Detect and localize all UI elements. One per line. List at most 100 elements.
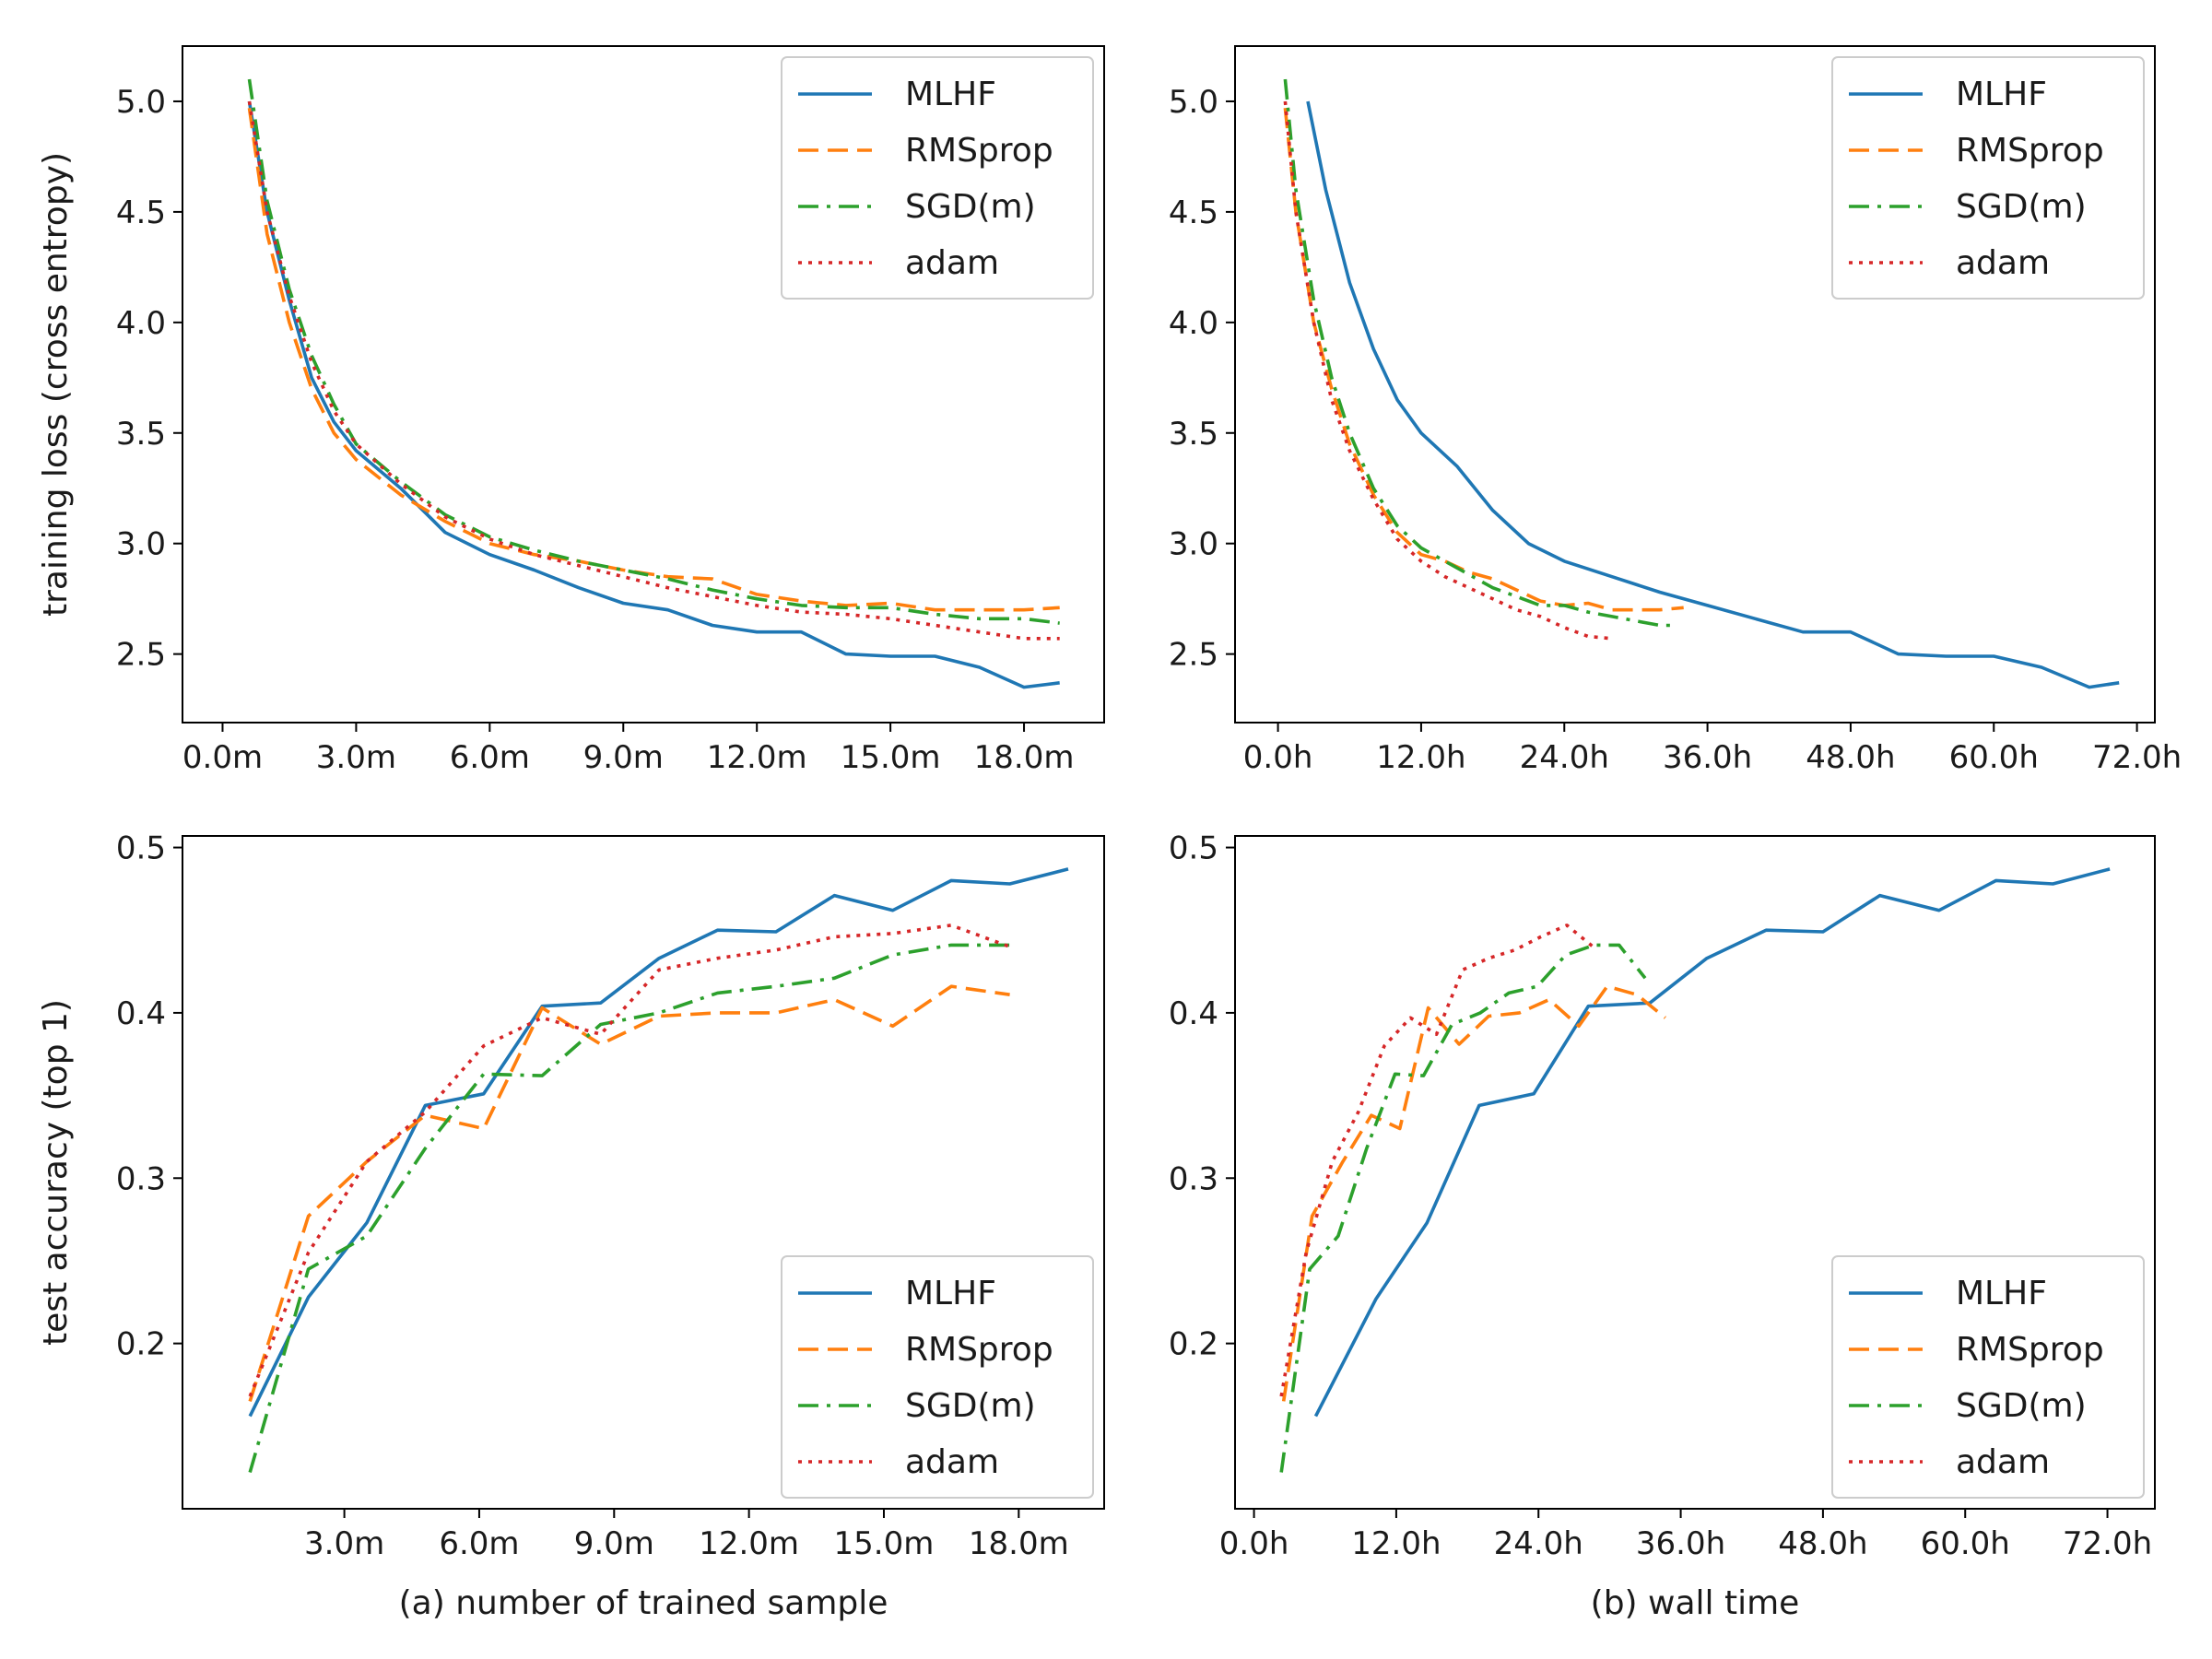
y-tick-label: 0.5 [116,830,166,867]
x-tick-label: 12.0h [1351,1525,1441,1562]
series-line-rmsprop [247,107,1060,612]
legend-label-adam: adam [1956,244,2050,282]
x-tick-label: 12.0m [699,1525,799,1562]
series-group [248,867,1069,1473]
x-axis-label: (a) number of trained sample [399,1584,888,1622]
series-line-mlhf [248,867,1069,1418]
y-axis-label: test accuracy (top 1) [37,999,75,1346]
y-tick-label: 2.5 [1169,637,1218,674]
series-line-adam [248,924,1011,1397]
legend-label-rmsprop: RMSprop [1956,132,2104,170]
y-tick-label: 4.5 [116,194,166,231]
legend-label-sgd-m: SGD(m) [1956,188,2087,226]
legend-label-adam: adam [905,1443,999,1481]
legend: MLHF RMSprop SGD(m) adam [1831,56,2145,300]
panel-loss-vs-samples: 0.0m 3.0m 6.0m 9.0m 12.0m 15.0m 18.0m 2.5 3.0 3.5… [37,45,1105,776]
x-tick-label: 18.0m [974,739,1075,776]
legend-label-adam: adam [905,244,999,282]
legend-label-rmsprop: RMSprop [905,132,1053,170]
legend-label-rmsprop: RMSprop [905,1331,1053,1369]
x-tick-label: 3.0m [304,1525,384,1562]
y-tick-label: 0.5 [1169,830,1218,867]
legend: MLHF RMSprop SGD(m) adam [781,1255,1094,1499]
x-tick-label: 12.0h [1376,739,1465,776]
x-tick-label: 48.0h [1806,739,1895,776]
y-tick-label: 2.5 [116,637,166,674]
legend-label-rmsprop: RMSprop [1956,1331,2104,1369]
series-line-mlhf [247,100,1060,689]
series-group [1279,867,2111,1473]
y-tick-label: 4.0 [1169,305,1218,342]
legend: MLHF RMSprop SGD(m) adam [1831,1255,2145,1499]
x-tick-label: 12.0m [707,739,807,776]
legend-label-mlhf: MLHF [905,1275,996,1312]
x-tick-label: 6.0m [439,1525,519,1562]
y-tick-label: 4.5 [1169,194,1218,231]
series-line-mlhf [1306,100,2120,689]
x-tick-label: 24.0h [1494,1525,1583,1562]
x-tick-label: 72.0h [2063,1525,2152,1562]
axes-frame [1234,45,2156,724]
y-tick-label: 0.4 [1169,995,1218,1032]
legend-label-mlhf: MLHF [1956,1275,2047,1312]
x-tick-label: 9.0m [574,1525,654,1562]
series-line-sgd-m [1283,78,1672,628]
legend-box [1831,1255,2145,1499]
legend-box [781,56,1094,300]
legend-label-sgd-m: SGD(m) [1956,1387,2087,1425]
y-tick-label: 0.4 [116,995,166,1032]
x-tick-label: 36.0h [1663,739,1752,776]
series-line-adam [247,100,1060,641]
y-tick-label: 3.0 [116,526,166,563]
legend-box [1831,56,2145,300]
x-tick-label: 72.0h [2092,739,2182,776]
series-line-adam [1279,924,1594,1397]
x-tick-label: 36.0h [1636,1525,1725,1562]
legend-label-sgd-m: SGD(m) [905,1387,1036,1425]
y-tick-label: 0.2 [1169,1326,1218,1363]
series-line-rmsprop [1283,108,1684,612]
axes-frame [1234,835,2156,1510]
legend: MLHF RMSprop SGD(m) adam [781,56,1094,300]
y-tick-label: 0.3 [1169,1160,1218,1197]
x-tick-label: 0.0h [1243,739,1313,776]
legend-label-mlhf: MLHF [1956,76,2047,113]
x-axis-label: (b) wall time [1591,1584,1800,1622]
x-tick-label: 6.0m [450,739,530,776]
legend-label-sgd-m: SGD(m) [905,188,1036,226]
y-tick-label: 3.5 [116,416,166,453]
axes-frame [182,45,1105,724]
x-tick-label: 0.0m [182,739,263,776]
x-tick-label: 9.0m [583,739,664,776]
x-tick-label: 15.0m [841,739,941,776]
axes-frame [182,835,1105,1510]
x-tick-label: 60.0h [1949,739,2039,776]
x-tick-label: 48.0h [1778,1525,1867,1562]
series-line-rmsprop [1281,984,1666,1402]
panel-acc-vs-time: 0.0h 12.0h 24.0h 36.0h 48.0h 60.0h 72.0h 0.2 0.3… [1169,830,2156,1622]
x-tick-label: 15.0m [834,1525,935,1562]
panel-acc-vs-samples: 3.0m 6.0m 9.0m 12.0m 15.0m 18.0m 0.2 0.3 0.4 0.5 t… [37,830,1105,1622]
legend-label-adam: adam [1956,1443,2050,1481]
y-axis-label: training loss (cross entropy) [37,152,75,617]
y-tick-label: 4.0 [116,305,166,342]
series-line-sgd-m [247,78,1060,625]
y-tick-label: 5.0 [1169,84,1218,121]
series-group [247,78,1060,689]
y-tick-label: 5.0 [116,84,166,121]
y-tick-label: 0.3 [116,1160,166,1197]
x-tick-label: 18.0m [969,1525,1069,1562]
x-tick-label: 60.0h [1921,1525,2010,1562]
y-tick-label: 3.0 [1169,526,1218,563]
legend-label-mlhf: MLHF [905,76,996,113]
y-tick-label: 0.2 [116,1326,166,1363]
series-group [1283,78,2120,689]
panel-loss-vs-time: 0.0h 12.0h 24.0h 36.0h 48.0h 60.0h 72.0h 2.5 3.0… [1169,45,2182,776]
series-line-mlhf [1313,867,2111,1418]
x-tick-label: 0.0h [1219,1525,1289,1562]
x-tick-label: 3.0m [316,739,396,776]
series-line-sgd-m [248,943,1010,1473]
y-tick-label: 3.5 [1169,416,1218,453]
legend-box [781,1255,1094,1499]
